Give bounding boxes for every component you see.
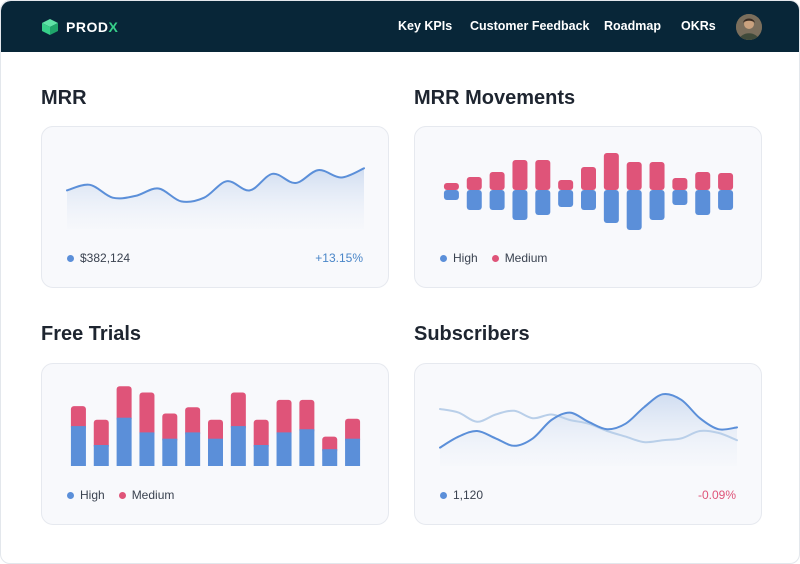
bar-medium-9: [253, 419, 269, 449]
brand-name: PRODX: [66, 19, 119, 35]
bar-medium-12: [695, 172, 711, 190]
mrr-movements-card: High Medium: [414, 126, 762, 288]
bar-medium-1: [443, 183, 459, 190]
free-trials-legend: High Medium: [67, 488, 188, 502]
bar-high-6: [558, 190, 574, 207]
bar-medium-7: [208, 419, 223, 443]
bar-medium-3: [489, 172, 505, 190]
bar-high-2: [466, 190, 482, 210]
cube-icon: [42, 19, 58, 35]
subscribers-value: 1,120: [453, 488, 484, 502]
bar-high-13: [718, 190, 734, 210]
bar-medium-4: [512, 160, 528, 190]
brand-logo[interactable]: PRODX: [41, 16, 118, 38]
bar-high-3: [116, 417, 132, 466]
avatar-icon: [736, 14, 762, 40]
subscribers-series-line-primary: [439, 392, 738, 449]
bar-high-8: [230, 426, 246, 466]
bar-high-7: [208, 438, 223, 466]
mrr-area-chart: [66, 167, 365, 229]
subscribers-line-chart: [439, 392, 738, 466]
bar-medium-12: [322, 436, 338, 454]
bar-medium-11: [672, 178, 688, 190]
bar-medium-8: [603, 153, 619, 190]
section-title-free-trials: Free Trials: [41, 323, 142, 345]
bar-medium-3: [116, 386, 132, 422]
bar-high-10: [276, 432, 292, 466]
bar-high-9: [626, 190, 642, 230]
free-trials-bar-chart: [70, 386, 361, 466]
bar-high-10: [649, 190, 665, 220]
nav-link-roadmap[interactable]: Roadmap: [604, 19, 661, 33]
bar-medium-4: [139, 392, 155, 437]
bar-medium-9: [626, 162, 642, 190]
subscribers-change: -0.09%: [697, 488, 736, 502]
bar-medium-10: [276, 399, 292, 437]
bar-high-1: [70, 426, 86, 466]
bar-high-4: [512, 190, 528, 220]
bar-medium-2: [93, 419, 109, 449]
bar-high-4: [139, 432, 155, 466]
nav-link-okrs[interactable]: OKRs: [681, 19, 716, 33]
bar-high-8: [603, 190, 619, 223]
bar-high-6: [185, 432, 201, 466]
bar-medium-2: [466, 177, 482, 190]
bar-high-12: [695, 190, 711, 215]
mrr-series-line: [66, 167, 365, 203]
mrr-area-fill: [67, 168, 364, 229]
bar-medium-1: [70, 406, 86, 431]
bar-high-2: [93, 445, 109, 466]
user-avatar[interactable]: [736, 14, 762, 40]
mrr-movements-bar-chart: [443, 153, 734, 230]
subscribers-dot-icon: [440, 491, 447, 499]
subscribers-area-fill: [440, 393, 737, 466]
bar-medium-13: [718, 173, 734, 190]
bar-high-5: [162, 438, 178, 466]
bar-high-3: [489, 190, 505, 210]
bar-medium-5: [535, 160, 551, 190]
bar-high-1: [443, 190, 459, 200]
bar-high-7: [581, 190, 596, 210]
bar-medium-10: [649, 162, 665, 190]
bar-medium-11: [299, 399, 315, 434]
subscribers-card: 1,120 -0.09%: [414, 363, 762, 525]
section-title-mrr-movements: MRR Movements: [414, 87, 576, 109]
bar-medium-7: [581, 167, 596, 190]
bar-medium-8: [230, 392, 246, 431]
bar-high-11: [299, 429, 315, 466]
bar-high-9: [253, 445, 269, 466]
bar-medium-6: [185, 407, 201, 437]
legend-medium: Medium: [491, 251, 547, 265]
bar-high-13: [345, 438, 361, 466]
section-title-mrr: MRR: [41, 87, 87, 109]
section-title-subscribers: Subscribers: [414, 323, 530, 345]
free-trials-card: High Medium: [41, 363, 389, 525]
legend-high: High: [67, 488, 105, 502]
mrr-change: +13.15%: [315, 251, 363, 265]
bar-medium-5: [162, 413, 178, 443]
mrr-value: $382,124: [80, 251, 131, 265]
top-navbar: PRODX Key KPIs Customer Feedback Roadmap…: [1, 1, 799, 52]
bar-medium-13: [345, 418, 361, 443]
mrr-movements-legend: High Medium: [440, 251, 561, 265]
legend-high: High: [440, 251, 478, 265]
bar-high-5: [535, 190, 551, 215]
bar-high-12: [322, 449, 338, 466]
bar-medium-6: [558, 180, 574, 190]
subscribers-footer: 1,120: [440, 488, 483, 502]
legend-medium: Medium: [118, 488, 174, 502]
mrr-dot-icon: [67, 254, 74, 262]
nav-link-customer-feedback[interactable]: Customer Feedback: [470, 19, 590, 33]
mrr-card: $382,124 +13.15%: [41, 126, 389, 288]
nav-link-key-kpis[interactable]: Key KPIs: [398, 19, 453, 33]
mrr-footer: $382,124: [67, 251, 130, 265]
bar-high-11: [672, 190, 688, 205]
subscribers-series-line-secondary: [439, 408, 738, 444]
